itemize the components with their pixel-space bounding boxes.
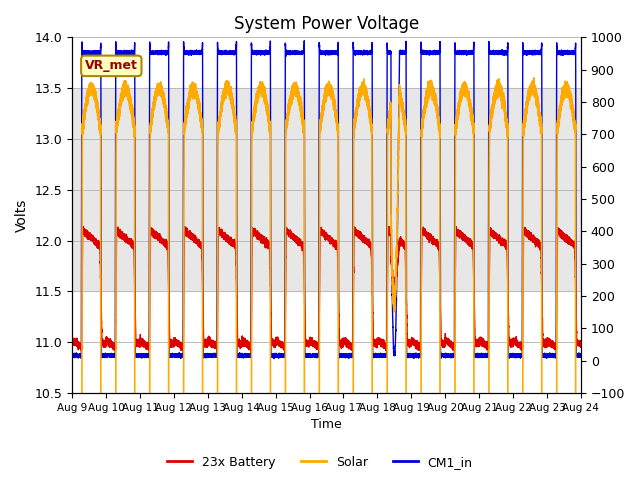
Solar xyxy=(95,114,102,120)
23x Battery xyxy=(484,344,492,349)
Legend: 23x Battery, Solar, CM1_in: 23x Battery, Solar, CM1_in xyxy=(163,451,477,474)
CM1_in xyxy=(451,251,458,256)
23x Battery xyxy=(95,241,102,247)
Line: Solar: Solar xyxy=(81,78,577,480)
23x Battery xyxy=(393,268,401,274)
CM1_in xyxy=(300,38,308,44)
Line: CM1_in: CM1_in xyxy=(72,41,581,359)
CM1_in xyxy=(393,263,401,268)
Solar xyxy=(465,97,472,103)
CM1_in xyxy=(95,49,102,55)
CM1_in xyxy=(577,352,585,358)
CM1_in xyxy=(484,354,492,360)
23x Battery xyxy=(577,339,585,345)
Text: VR_met: VR_met xyxy=(85,60,138,72)
23x Battery xyxy=(385,224,393,229)
X-axis label: Time: Time xyxy=(311,419,342,432)
CM1_in xyxy=(465,50,472,56)
Y-axis label: Volts: Volts xyxy=(15,199,29,232)
Line: 23x Battery: 23x Battery xyxy=(72,227,581,351)
23x Battery xyxy=(477,340,485,346)
Bar xyxy=(72,88,581,291)
Title: System Power Voltage: System Power Voltage xyxy=(234,15,419,33)
23x Battery xyxy=(68,336,76,342)
Solar xyxy=(393,235,401,240)
23x Battery xyxy=(451,347,458,352)
23x Battery xyxy=(280,348,288,354)
CM1_in xyxy=(270,356,278,361)
CM1_in xyxy=(68,353,76,359)
CM1_in xyxy=(477,353,485,359)
23x Battery xyxy=(465,240,472,246)
